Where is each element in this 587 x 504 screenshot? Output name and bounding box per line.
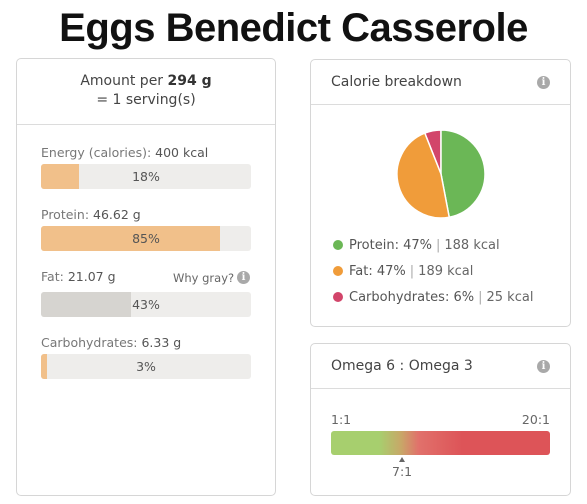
- why-gray-link[interactable]: Why gray? i: [173, 271, 250, 285]
- info-icon[interactable]: i: [537, 76, 550, 89]
- legend-name: Protein:: [349, 238, 399, 253]
- energy-bar: 18%: [41, 164, 251, 189]
- legend-pct: 47%: [376, 264, 406, 279]
- omega-ratio-bar: [331, 431, 550, 455]
- legend-kcal: 188 kcal: [444, 238, 500, 253]
- protein-label: Protein: 46.62 g: [41, 207, 141, 222]
- protein-name: Protein:: [41, 207, 90, 222]
- info-icon[interactable]: i: [237, 271, 250, 284]
- ratio-min-label: 1:1: [331, 412, 352, 427]
- fat-bar-fill: [41, 292, 132, 317]
- amount-per: Amount per 294 g: [17, 73, 275, 89]
- energy-value: 400 kcal: [155, 145, 209, 160]
- calorie-breakdown-panel: Calorie breakdown i Protein: 47% | 188 kca…: [310, 59, 571, 327]
- carbohydrates-percent: 3%: [136, 359, 156, 374]
- legend-dot: [333, 292, 343, 302]
- legend-dot: [333, 266, 343, 276]
- carbohydrates-bar: 3%: [41, 354, 251, 379]
- protein-value: 46.62 g: [93, 207, 141, 222]
- why-gray-label: Why gray?: [173, 271, 235, 285]
- protein-percent: 85%: [132, 231, 160, 246]
- ratio-marker: [399, 457, 405, 462]
- energy-bar-fill: [41, 164, 79, 189]
- legend-pct: 47%: [403, 238, 432, 253]
- legend-pct: 6%: [453, 290, 475, 305]
- pie-slice-fat: [396, 132, 451, 219]
- protein-bar-fill: [41, 226, 220, 251]
- page-title: Eggs Benedict Casserole: [59, 6, 528, 50]
- amount-weight: 294 g: [167, 73, 212, 89]
- energy-name: Energy (calories):: [41, 145, 152, 160]
- calorie-pie-chart: [396, 129, 486, 219]
- carbohydrates-bar-fill: [41, 354, 48, 379]
- fat-value: 21.07 g: [67, 269, 116, 284]
- legend-fat: Fat: 47% | 189 kcal: [333, 263, 473, 281]
- legend-carbohydrates: Carbohydrates: 6% | 25 kcal: [333, 289, 533, 307]
- legend-name: Carbohydrates:: [349, 290, 450, 305]
- fat-percent: 43%: [132, 297, 160, 312]
- protein-bar: 85%: [41, 226, 251, 251]
- omega-header: Omega 6 : Omega 3 i: [311, 344, 570, 389]
- ratio-value-label: 7:1: [392, 464, 413, 479]
- fat-label: Fat: 21.07 g: [41, 269, 116, 284]
- fat-bar: 43%: [41, 292, 251, 317]
- carbohydrates-label: Carbohydrates: 6.33 g: [41, 335, 181, 350]
- ratio-max-label: 20:1: [521, 412, 550, 427]
- amount-prefix: Amount per: [80, 73, 164, 89]
- legend-protein: Protein: 47% | 188 kcal: [333, 237, 500, 255]
- pie-slice-protein: [440, 129, 486, 219]
- legend-kcal: 25 kcal: [486, 290, 534, 305]
- omega-title: Omega 6 : Omega 3: [331, 358, 473, 374]
- energy-percent: 18%: [132, 169, 160, 184]
- amount-header: Amount per 294 g = 1 serving(s): [17, 59, 275, 125]
- info-icon[interactable]: i: [537, 360, 550, 373]
- legend-dot: [333, 240, 343, 250]
- carbohydrates-value: 6.33 g: [141, 335, 182, 350]
- nutrition-panel: Amount per 294 g = 1 serving(s) Energy (…: [16, 58, 276, 496]
- energy-label: Energy (calories): 400 kcal: [41, 145, 208, 160]
- calorie-breakdown-title: Calorie breakdown: [331, 74, 462, 90]
- serving-size: = 1 serving(s): [96, 92, 196, 108]
- carbohydrates-name: Carbohydrates:: [41, 335, 138, 350]
- fat-name: Fat:: [41, 269, 64, 284]
- omega-ratio-panel: Omega 6 : Omega 3 i 1:1 20:1 7:1: [310, 343, 571, 496]
- calorie-breakdown-header: Calorie breakdown i: [311, 60, 570, 105]
- legend-kcal: 189 kcal: [418, 264, 474, 279]
- legend-name: Fat:: [349, 264, 373, 279]
